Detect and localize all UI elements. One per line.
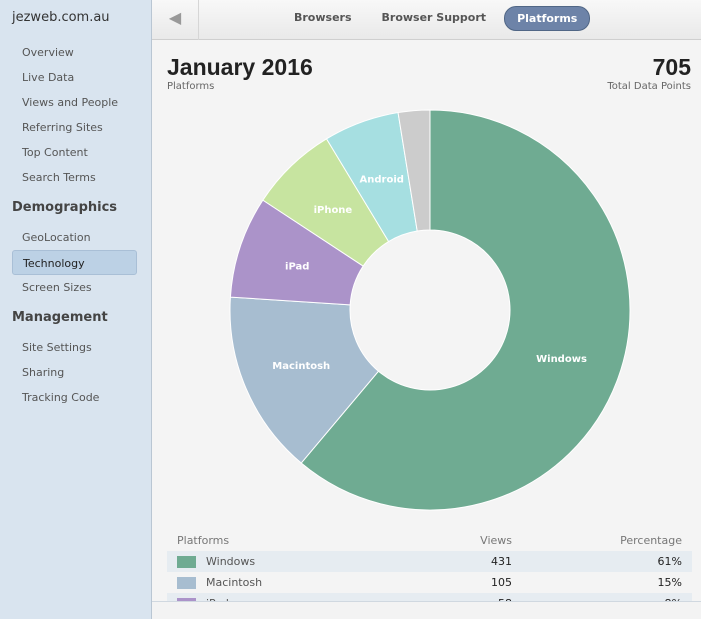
color-swatch bbox=[177, 576, 196, 589]
color-swatch bbox=[177, 555, 196, 568]
header-percentage: Percentage bbox=[620, 534, 682, 547]
percentage-value: 15% bbox=[657, 576, 682, 589]
sidebar-item-site-settings[interactable]: Site Settings bbox=[22, 341, 92, 354]
slice-label: Macintosh bbox=[272, 361, 330, 372]
donut-chart: Windows Macintosh iPad iPhone Android bbox=[229, 109, 631, 511]
slice-label: Windows bbox=[536, 354, 587, 365]
slice-label: iPhone bbox=[314, 205, 353, 216]
sidebar-item-screen-sizes[interactable]: Screen Sizes bbox=[22, 281, 92, 294]
percentage-value: 61% bbox=[657, 555, 682, 568]
footer-bar bbox=[152, 601, 701, 619]
top-bar: ◀ Browsers Browser Support Platforms bbox=[152, 0, 701, 40]
sidebar-item-technology[interactable]: Technology bbox=[12, 250, 137, 275]
page-subtitle: Platforms bbox=[167, 81, 215, 92]
sidebar-item-views-people[interactable]: Views and People bbox=[22, 96, 119, 109]
views-value: 431 bbox=[491, 555, 512, 568]
sidebar-item-live-data[interactable]: Live Data bbox=[22, 71, 75, 84]
slice-other[interactable] bbox=[397, 109, 431, 232]
tab-browsers[interactable]: Browsers bbox=[294, 11, 352, 24]
section-demographics: Demographics bbox=[12, 200, 118, 215]
page-title: January 2016 bbox=[167, 54, 313, 80]
table-header: Platforms Views Percentage bbox=[167, 530, 692, 551]
sidebar-item-referring-sites[interactable]: Referring Sites bbox=[22, 121, 103, 134]
slice-label: Android bbox=[360, 175, 404, 186]
total-data-points: 705 bbox=[652, 54, 691, 80]
back-button[interactable]: ◀ bbox=[152, 0, 199, 40]
sidebar-item-geolocation[interactable]: GeoLocation bbox=[22, 231, 91, 244]
slice-windows[interactable] bbox=[300, 109, 631, 511]
sidebar-item-overview[interactable]: Overview bbox=[22, 46, 74, 59]
sidebar: jezweb.com.au Overview Live Data Views a… bbox=[0, 0, 152, 619]
total-data-points-label: Total Data Points bbox=[607, 81, 691, 92]
table-row[interactable]: Macintosh 105 15% bbox=[167, 572, 692, 593]
tab-platforms[interactable]: Platforms bbox=[504, 6, 591, 31]
tab-browser-support[interactable]: Browser Support bbox=[381, 11, 487, 24]
table-row[interactable]: Windows 431 61% bbox=[167, 551, 692, 572]
platform-name: Macintosh bbox=[206, 576, 263, 589]
slice-label: iPad bbox=[285, 262, 309, 273]
sidebar-item-sharing[interactable]: Sharing bbox=[22, 366, 65, 379]
sidebar-item-tracking-code[interactable]: Tracking Code bbox=[22, 391, 100, 404]
back-arrow-icon: ◀ bbox=[168, 8, 182, 27]
site-name: jezweb.com.au bbox=[12, 10, 110, 25]
section-management: Management bbox=[12, 310, 108, 325]
header-views: Views bbox=[480, 534, 512, 547]
slice-macintosh[interactable] bbox=[229, 296, 380, 464]
sidebar-item-top-content[interactable]: Top Content bbox=[22, 146, 88, 159]
header-platforms: Platforms bbox=[177, 534, 230, 547]
views-value: 105 bbox=[491, 576, 512, 589]
sidebar-item-search-terms[interactable]: Search Terms bbox=[22, 171, 96, 184]
platform-name: Windows bbox=[206, 555, 256, 568]
